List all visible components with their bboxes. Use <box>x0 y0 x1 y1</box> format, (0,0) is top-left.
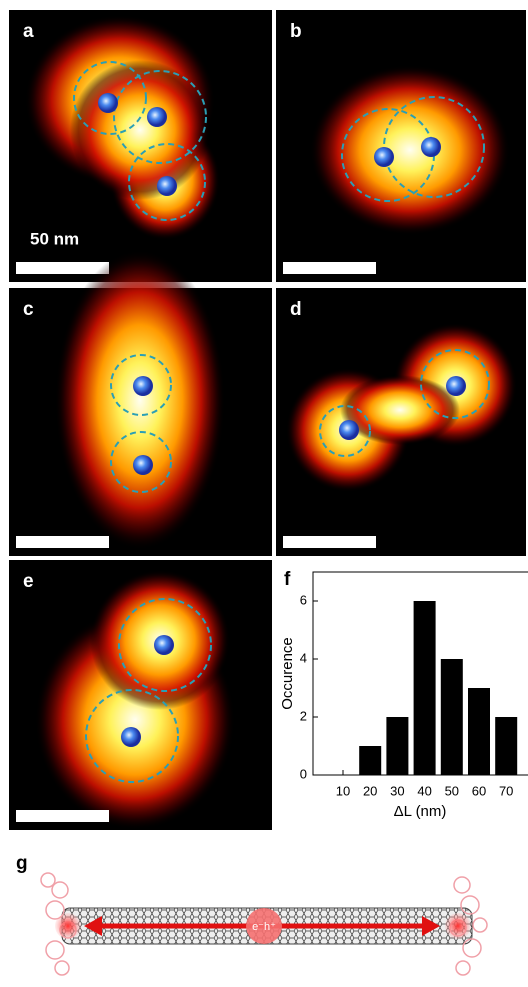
scale-bar <box>16 536 109 548</box>
emission <box>70 60 210 200</box>
panel-label: g <box>16 853 28 874</box>
emission <box>55 250 225 550</box>
x-tick-label: 10 <box>336 783 350 798</box>
scale-bar <box>16 810 109 822</box>
dashed-circle <box>110 431 172 493</box>
histogram: f 0 2 4 6 10 20 30 40 50 60 70 ΔL (nm) Occurence <box>279 569 528 820</box>
emission <box>310 65 510 235</box>
bar <box>440 659 463 775</box>
schematic: g e⁻h⁺ <box>16 853 488 976</box>
emitter <box>147 107 167 127</box>
panel-label: b <box>290 21 302 42</box>
x-tick-label: 30 <box>390 783 404 798</box>
bar <box>413 601 436 775</box>
bar <box>495 717 518 775</box>
emitter <box>374 147 394 167</box>
emitter <box>98 93 118 113</box>
dashed-circle <box>110 354 172 416</box>
scale-bar <box>283 536 376 548</box>
emitter <box>421 137 441 157</box>
y-axis-label: Occurence <box>279 637 296 710</box>
dashed-circle <box>383 96 485 198</box>
y-tick-label: 0 <box>300 766 307 781</box>
bar <box>386 717 409 775</box>
exciton-end <box>55 913 81 939</box>
x-tick-label: 20 <box>363 783 377 798</box>
emitter <box>157 176 177 196</box>
dashed-circle <box>118 598 212 692</box>
dashed-circle <box>85 689 179 783</box>
emitter <box>339 420 359 440</box>
dashed-circle <box>73 61 147 135</box>
x-tick-label: 40 <box>417 783 431 798</box>
panel-label: a <box>23 21 34 42</box>
emitter <box>133 376 153 396</box>
scale-bar <box>16 262 109 274</box>
y-tick-label: 2 <box>300 708 307 723</box>
panel-label: e <box>23 571 34 592</box>
emitter <box>133 455 153 475</box>
dashed-circle <box>319 405 371 457</box>
x-tick-label: 50 <box>445 783 459 798</box>
x-axis-label: ΔL (nm) <box>394 803 447 820</box>
dashed-circle <box>420 349 490 419</box>
exciton-end <box>445 913 471 939</box>
x-tick-label: 70 <box>499 783 513 798</box>
heatmap <box>55 250 225 550</box>
exciton-label: e⁻h⁺ <box>252 921 276 933</box>
dashed-circle <box>113 70 207 164</box>
bar <box>359 746 382 775</box>
bar <box>468 688 490 775</box>
emitter <box>154 635 174 655</box>
dashed-circle <box>128 143 206 221</box>
y-tick-label: 4 <box>300 650 307 665</box>
image-panels: a b c d e <box>9 10 526 830</box>
exciton <box>246 908 282 944</box>
emitter <box>446 376 466 396</box>
scale-bar-label: 50 nm <box>30 229 79 248</box>
scale-bar <box>283 262 376 274</box>
x-tick-label: 60 <box>472 783 486 798</box>
emitter <box>121 727 141 747</box>
y-tick-label: 6 <box>300 592 307 607</box>
heatmap <box>310 65 510 235</box>
panel-label: c <box>23 299 34 320</box>
panel-label: d <box>290 299 302 320</box>
panel-label: f <box>284 569 291 590</box>
